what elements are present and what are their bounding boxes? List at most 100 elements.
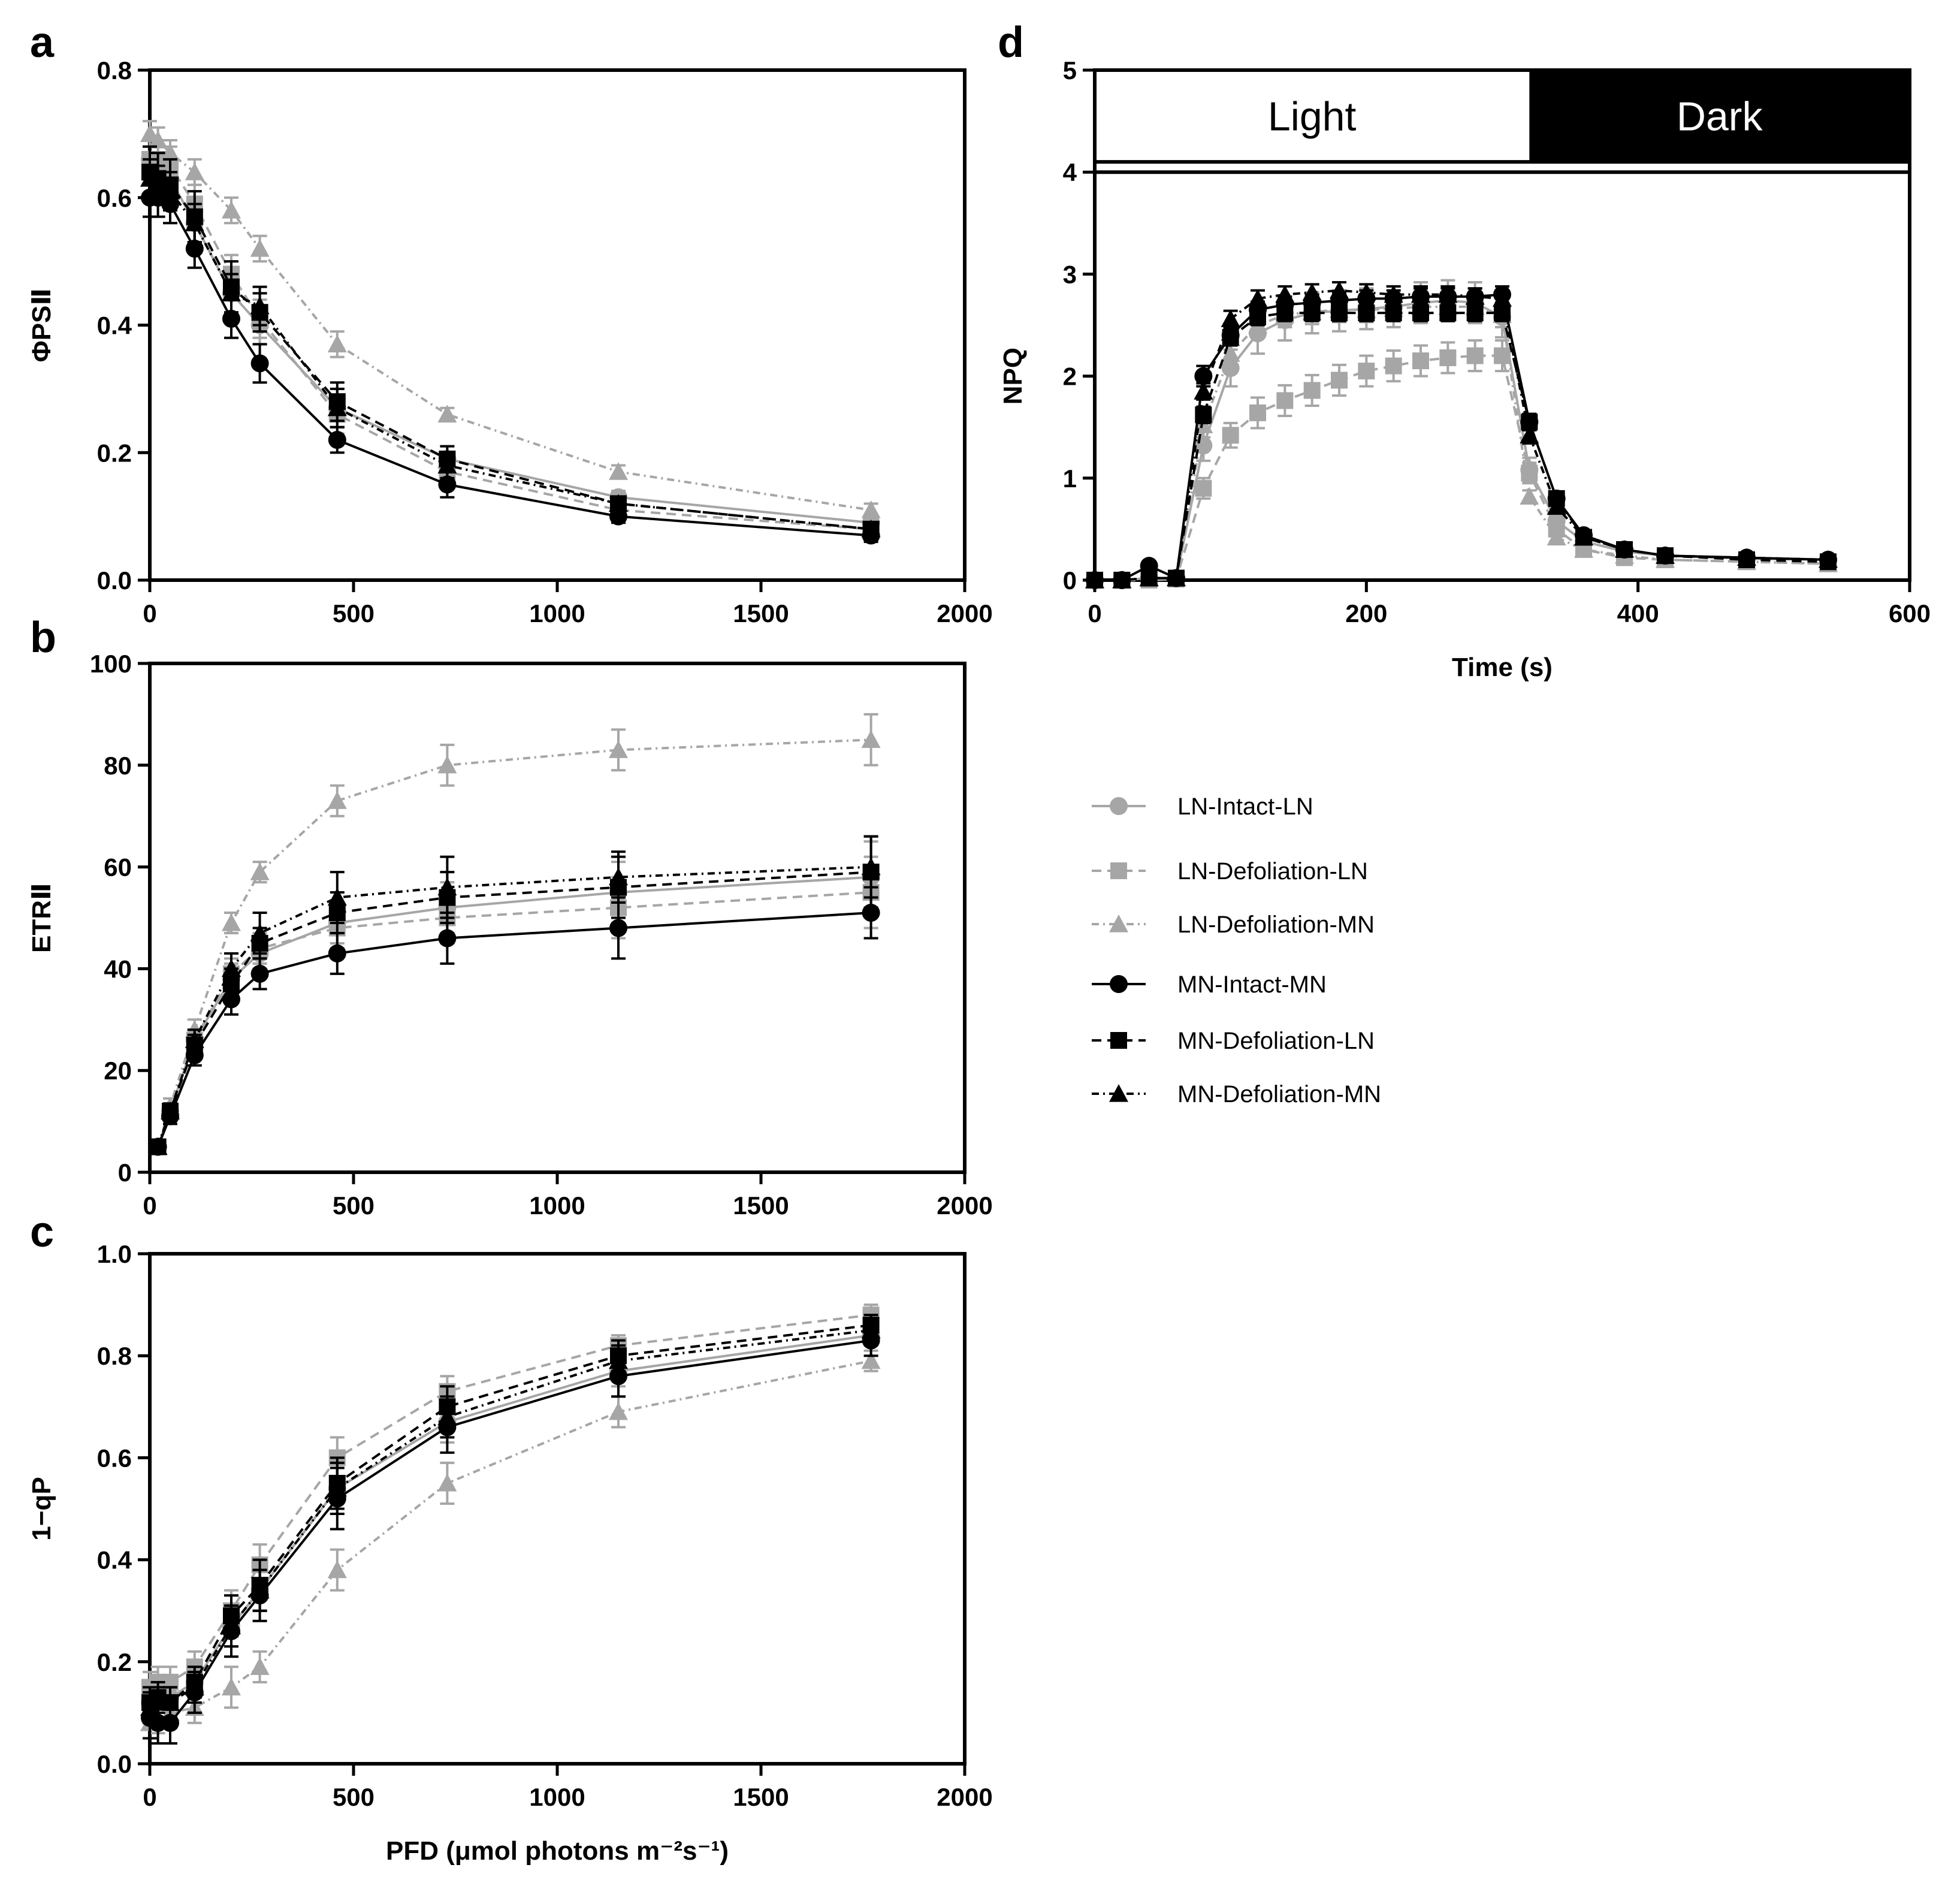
panel-label-d: d: [998, 19, 1024, 67]
panel-d-x-axis-label: Time (s): [1452, 653, 1553, 682]
ln-defoliation-mn-line: [156, 738, 871, 1148]
mn-defoliation-mn-point-22: [1819, 550, 1838, 568]
mn-defoliation-ln-point-6: [1249, 308, 1266, 325]
ln-defoliation-mn-point-6: [327, 334, 347, 353]
panel-d-x-tick-label-3: 600: [1889, 599, 1931, 627]
panel-a-x-tick-label-4: 2000: [937, 599, 992, 627]
ln-defoliation-mn-point-3: [222, 913, 241, 931]
legend-mn-defoliation-mn-point-0: [1109, 1084, 1128, 1102]
mn-defoliation-mn-point-6: [437, 877, 457, 896]
mn-defoliation-mn-point-7: [1275, 285, 1295, 303]
mn-defoliation-mn-point-2: [161, 182, 180, 200]
panel-a-y-axis-label: ΦPSⅡ: [27, 288, 56, 363]
panel-b-x-tick-label-4: 2000: [937, 1191, 992, 1220]
panel-a-series-ln-defoliation-mn: [140, 120, 881, 518]
ln-defoliation-mn-point-8: [861, 730, 881, 748]
ln-defoliation-ln-point-10: [1358, 363, 1375, 380]
panel-c-1-qp-chart: 0 500 1000 1500 2000 0.0 0.2 0.4 0.6 0.8 1.0 1−qP PF…: [27, 1240, 993, 1866]
mn-defoliation-ln-point-13: [1439, 304, 1457, 322]
mn-defoliation-ln-point-10: [1358, 304, 1375, 322]
panel-d-series-ln-intact-ln: [1086, 279, 1837, 589]
mn-defoliation-mn-line: [1095, 289, 1829, 581]
ln-defoliation-mn-point-5: [1221, 344, 1240, 362]
band-label-light: Light: [1268, 94, 1357, 140]
panel-c-y-axis-label: 1−qP: [27, 1477, 56, 1540]
panel-a-y-tick-label-2: 0.4: [97, 312, 132, 340]
ln-defoliation-ln-point-16: [1521, 464, 1538, 482]
mn-intact-mn-point-5: [250, 354, 269, 373]
mn-defoliation-mn-point-3: [222, 959, 241, 977]
mn-defoliation-ln-line: [149, 171, 871, 530]
panel-b-y-axis-label: ETRⅡ: [27, 883, 56, 953]
panel-label-a: a: [30, 19, 55, 67]
mn-defoliation-mn-point-6: [327, 398, 347, 417]
ln-defoliation-ln-point-4: [1195, 479, 1212, 497]
mn-defoliation-mn-line: [149, 177, 871, 530]
mn-defoliation-mn-point-5: [250, 1580, 270, 1599]
mn-defoliation-mn-point-8: [861, 857, 881, 876]
panel-a-y-tick-label-3: 0.6: [97, 184, 132, 212]
mn-defoliation-mn-point-3: [1167, 568, 1186, 587]
mn-defoliation-mn-point-4: [222, 1616, 241, 1634]
ln-defoliation-mn-point-8: [609, 462, 628, 480]
panel-b-y-tick-label-3: 60: [104, 853, 132, 882]
legend-label-ln-intact-ln: LN-Intact-LN: [1177, 793, 1313, 820]
ln-defoliation-ln-point-7: [1276, 392, 1294, 409]
ln-defoliation-mn-point-6: [327, 1560, 347, 1579]
ln-defoliation-mn-point-3: [185, 162, 204, 180]
mn-defoliation-mn-point-7: [437, 455, 457, 474]
panel-d-x-tick-label-0: 0: [1088, 599, 1101, 627]
ln-defoliation-mn-point-6: [437, 755, 457, 774]
panel-c-series-mn-defoliation-mn: [140, 1318, 881, 1724]
panel-d-y-tick-label-0: 0: [1063, 566, 1077, 595]
ln-defoliation-ln-point-13: [1439, 349, 1457, 366]
panel-d-y-axis-label: NPQ: [998, 348, 1028, 405]
mn-defoliation-mn-point-6: [1248, 289, 1267, 307]
panel-a-series-ln-intact-ln: [141, 139, 880, 532]
legend-label-mn-defoliation-ln: MN-Defoliation-LN: [1177, 1028, 1375, 1054]
panel-b-etrii-chart: 0 500 1000 1500 2000 0 20 40 60 80 100 ETRⅡ: [27, 650, 993, 1220]
ln-defoliation-ln-point-14: [1466, 347, 1484, 364]
mn-defoliation-ln-point-12: [1412, 304, 1429, 322]
mn-defoliation-mn-line: [149, 1329, 871, 1709]
mn-defoliation-mn-point-12: [1411, 285, 1430, 303]
mn-defoliation-mn-point-3: [185, 213, 204, 231]
mn-intact-mn-point-4: [250, 964, 269, 983]
ln-defoliation-mn-point-16: [1520, 487, 1539, 505]
mn-defoliation-mn-point-5: [327, 888, 347, 906]
band-dark: [1529, 70, 1910, 162]
legend-mn-defoliation-ln-point-0: [1110, 1032, 1127, 1049]
panel-d-y-tick-label-4: 4: [1063, 158, 1077, 186]
mn-defoliation-mn-point-2: [1139, 568, 1159, 587]
panel-c-x-tick-label-4: 2000: [937, 1783, 992, 1811]
legend-ln-defoliation-ln-point-0: [1110, 862, 1127, 879]
mn-defoliation-mn-point-9: [1330, 280, 1349, 299]
ln-defoliation-ln-point-15: [1494, 347, 1511, 364]
mn-defoliation-mn-point-14: [1465, 286, 1485, 305]
mn-defoliation-mn-point-18: [1574, 527, 1593, 546]
ln-defoliation-mn-point-7: [437, 1473, 457, 1492]
panel-label-c: c: [30, 1208, 54, 1256]
panel-b-series-mn-defoliation-mn: [148, 835, 881, 1155]
mn-defoliation-mn-point-16: [1520, 426, 1539, 443]
mn-defoliation-mn-point-0: [1085, 571, 1104, 589]
panel-a-frame: [148, 68, 967, 582]
mn-intact-mn-point-5: [328, 944, 346, 962]
mn-defoliation-mn-point-8: [609, 494, 628, 512]
ln-intact-ln-line: [156, 876, 871, 1148]
panel-c-x-tick-label-3: 1500: [733, 1783, 789, 1811]
legend-ln-intact-ln-point-0: [1110, 797, 1128, 815]
panel-b-x-tick-label-2: 1000: [529, 1191, 585, 1220]
ln-defoliation-mn-point-1: [148, 131, 168, 149]
band-light: [1095, 70, 1530, 162]
ln-defoliation-ln-point-11: [1385, 357, 1402, 375]
panel-d-npq-chart: Light Dark 0 200 400 600 0 1 2 3 4 5 NPQ Time (s): [998, 56, 1931, 682]
ln-intact-ln-line: [149, 1334, 871, 1704]
legend: LN-Intact-LN LN-Defoliation-LN LN-Defoliat…: [1092, 793, 1381, 1108]
mn-intact-mn-point-3: [185, 239, 204, 258]
mn-intact-mn-point-7: [609, 919, 627, 937]
mn-defoliation-mn-point-6: [327, 1478, 347, 1497]
panel-c-x-tick-label-2: 1000: [529, 1783, 585, 1811]
panel-b-frame: [148, 662, 967, 1174]
